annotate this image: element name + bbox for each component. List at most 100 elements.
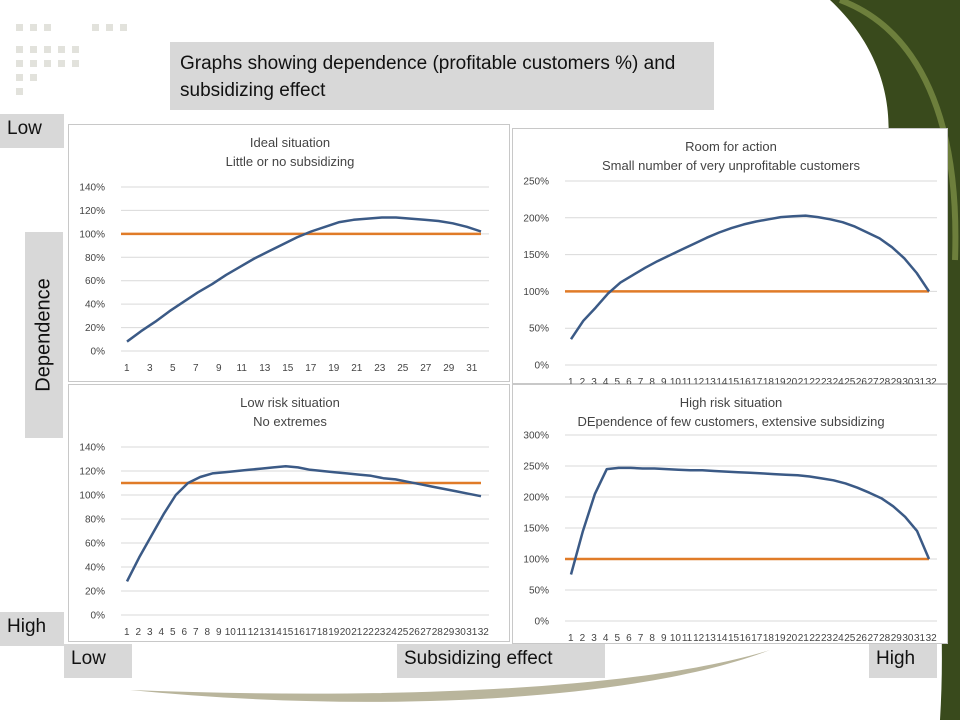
x-tick-label: 1 bbox=[124, 363, 130, 374]
x-tick-label: 3 bbox=[591, 633, 597, 644]
x-tick-label: 9 bbox=[216, 363, 222, 374]
x-tick-label: 6 bbox=[626, 377, 632, 385]
x-tick-label: 31 bbox=[914, 377, 926, 385]
x-tick-label: 12 bbox=[693, 377, 705, 385]
x-tick-label: 26 bbox=[856, 377, 868, 385]
profitable-customers-line bbox=[125, 464, 482, 582]
x-tick-label: 19 bbox=[775, 377, 787, 385]
x-tick-label: 29 bbox=[443, 363, 455, 374]
chart-high-risk-situation-svg: High risk situation DEpendence of few cus… bbox=[523, 395, 938, 644]
x-tick-label: 11 bbox=[682, 377, 693, 385]
x-tick-label: 16 bbox=[740, 633, 752, 644]
x-tick-label: 15 bbox=[728, 377, 740, 385]
y-tick-label: 120% bbox=[79, 206, 105, 217]
chart-title-line: Small number of very unprofitable custom… bbox=[602, 158, 860, 173]
y-tick-label: 300% bbox=[523, 431, 549, 442]
x-tick-label: 21 bbox=[351, 363, 363, 374]
chart-ideal-situation: Ideal situation Little or no subsidizing 0… bbox=[68, 124, 510, 382]
y-high-label: High bbox=[0, 612, 64, 646]
x-tick-label: 31 bbox=[914, 633, 926, 644]
x-high-label: High bbox=[869, 644, 937, 678]
x-tick-label: 28 bbox=[879, 633, 891, 644]
y-tick-label: 120% bbox=[79, 467, 105, 478]
bottom-swoosh bbox=[130, 650, 770, 702]
x-tick-label: 25 bbox=[844, 377, 856, 385]
x-tick-label: 9 bbox=[661, 377, 667, 385]
x-tick-label: 4 bbox=[603, 633, 609, 644]
x-tick-label: 32 bbox=[926, 633, 938, 644]
x-tick-label: 17 bbox=[305, 627, 317, 638]
x-tick-label: 24 bbox=[833, 377, 845, 385]
y-tick-label: 100% bbox=[79, 491, 105, 502]
chart-high-risk-situation: High risk situation DEpendence of few cus… bbox=[512, 384, 948, 644]
y-tick-label: 250% bbox=[523, 462, 549, 473]
profitable-customers-line bbox=[569, 214, 931, 340]
x-tick-label: 1 bbox=[568, 377, 574, 385]
x-tick-label: 4 bbox=[603, 377, 609, 385]
x-tick-label: 27 bbox=[868, 377, 880, 385]
y-tick-label: 40% bbox=[85, 563, 105, 574]
x-tick-label: 3 bbox=[147, 363, 153, 374]
y-tick-label: 80% bbox=[85, 253, 105, 264]
profitable-customers-line bbox=[126, 216, 482, 343]
y-tick-label: 60% bbox=[85, 276, 105, 287]
dependence-axis-label: Dependence bbox=[25, 232, 63, 438]
x-tick-label: 30 bbox=[455, 627, 467, 638]
chart-room-for-action-svg: Room for action Small number of very unpr… bbox=[523, 139, 938, 385]
subsidizing-effect-label: Subsidizing effect bbox=[397, 644, 605, 678]
x-tick-label: 18 bbox=[763, 633, 775, 644]
x-tick-label: 14 bbox=[271, 627, 283, 638]
x-tick-label: 27 bbox=[420, 363, 432, 374]
x-tick-label: 3 bbox=[147, 627, 153, 638]
x-tick-label: 17 bbox=[751, 633, 763, 644]
x-tick-label: 20 bbox=[340, 627, 352, 638]
x-tick-label: 13 bbox=[705, 633, 717, 644]
x-tick-label: 25 bbox=[397, 363, 409, 374]
x-tick-label: 25 bbox=[844, 633, 856, 644]
x-tick-label: 9 bbox=[216, 627, 222, 638]
y-tick-label: 20% bbox=[85, 587, 105, 598]
y-tick-label: 20% bbox=[85, 323, 105, 334]
x-tick-label: 10 bbox=[670, 633, 682, 644]
x-tick-label: 32 bbox=[478, 627, 490, 638]
x-tick-label: 5 bbox=[170, 627, 176, 638]
x-tick-label: 17 bbox=[751, 377, 763, 385]
x-tick-label: 5 bbox=[615, 377, 621, 385]
y-tick-label: 100% bbox=[79, 229, 105, 240]
x-tick-label: 22 bbox=[363, 627, 375, 638]
x-tick-label: 10 bbox=[670, 377, 682, 385]
x-tick-label: 15 bbox=[282, 363, 294, 374]
x-tick-label: 28 bbox=[432, 627, 444, 638]
chart-title-line: Ideal situation bbox=[250, 135, 330, 150]
chart-title-line: Little or no subsidizing bbox=[226, 154, 355, 169]
x-tick-label: 32 bbox=[926, 377, 938, 385]
y-tick-label: 60% bbox=[85, 539, 105, 550]
page-title: Graphs showing dependence (profitable cu… bbox=[170, 42, 714, 110]
x-tick-label: 29 bbox=[443, 627, 455, 638]
x-tick-label: 23 bbox=[374, 627, 386, 638]
x-tick-label: 17 bbox=[305, 363, 317, 374]
x-tick-label: 15 bbox=[282, 627, 294, 638]
x-tick-label: 2 bbox=[135, 627, 141, 638]
x-tick-label: 22 bbox=[809, 633, 821, 644]
chart-title-line: Low risk situation bbox=[240, 395, 340, 410]
x-tick-label: 19 bbox=[775, 633, 787, 644]
chart-room-for-action: Room for action Small number of very unpr… bbox=[512, 128, 948, 385]
x-tick-label: 30 bbox=[902, 377, 914, 385]
chart-title-line: DEpendence of few customers, extensive s… bbox=[577, 414, 884, 429]
x-tick-label: 20 bbox=[786, 633, 798, 644]
x-tick-label: 26 bbox=[856, 633, 868, 644]
chart-low-risk-situation-svg: Low risk situation No extremes 0% 20% 40% 60%… bbox=[79, 395, 490, 638]
x-tick-label: 2 bbox=[580, 633, 586, 644]
x-tick-label: 8 bbox=[204, 627, 210, 638]
x-tick-label: 21 bbox=[798, 633, 810, 644]
x-tick-label: 11 bbox=[237, 363, 248, 374]
y-tick-label: 140% bbox=[79, 443, 105, 454]
y-tick-label: 200% bbox=[523, 493, 549, 504]
x-tick-label: 25 bbox=[397, 627, 409, 638]
x-tick-label: 19 bbox=[328, 627, 340, 638]
y-tick-label: 140% bbox=[79, 183, 105, 194]
x-tick-label: 8 bbox=[649, 633, 655, 644]
x-tick-label: 6 bbox=[626, 633, 632, 644]
x-tick-label: 10 bbox=[225, 627, 237, 638]
